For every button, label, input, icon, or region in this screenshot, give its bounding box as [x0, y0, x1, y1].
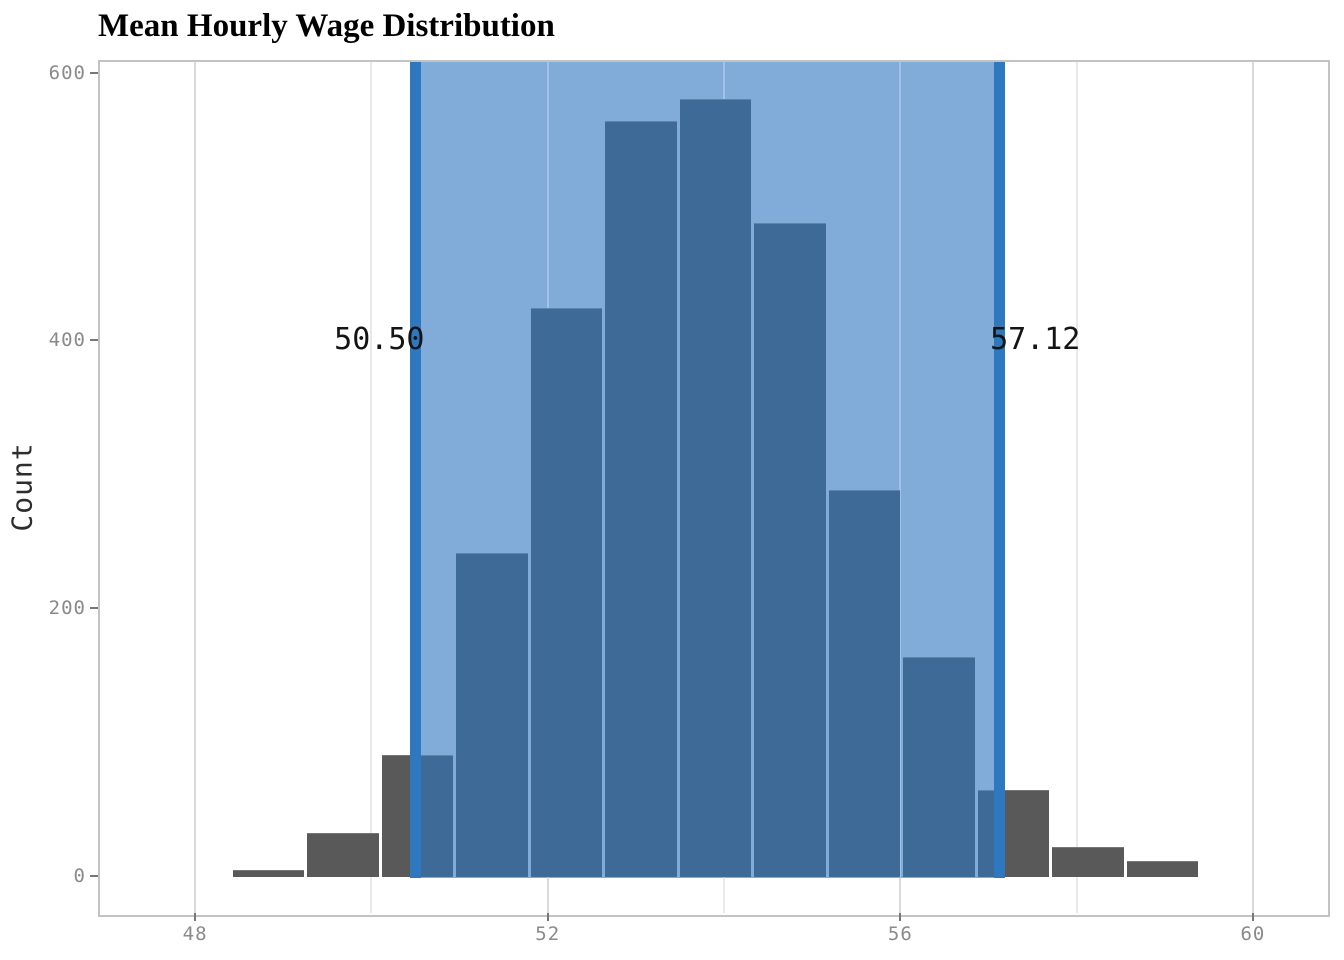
gridline-major-x-48 — [194, 62, 197, 913]
histogram-bar-10-seg1 — [999, 789, 1049, 877]
histogram-bar-11 — [1051, 847, 1124, 877]
y-tick-label-600: 600 — [48, 61, 86, 84]
y-tick-label-400: 400 — [48, 329, 86, 352]
histogram-bar-6 — [679, 99, 751, 877]
y-tick-mark-400 — [90, 339, 98, 342]
histogram-bar-3 — [455, 553, 528, 877]
histogram-bar-0 — [232, 870, 304, 877]
gridline-minor-x-50 — [370, 62, 373, 913]
histogram-bar-5 — [604, 120, 677, 877]
y-tick-mark-200 — [90, 606, 98, 609]
x-tick-mark-48 — [194, 913, 197, 921]
histogram-bar-8 — [828, 490, 900, 877]
histogram-bar-9 — [902, 657, 975, 877]
y-tick-mark-600 — [90, 71, 98, 74]
x-tick-label-48: 48 — [182, 923, 208, 945]
y-tick-mark-0 — [90, 874, 98, 877]
gridline-through-band-x-56 — [899, 62, 902, 878]
histogram-bar-1 — [306, 832, 379, 877]
y-tick-label-0: 0 — [73, 864, 86, 887]
ci-upper-value-label: 57.12 — [990, 322, 1081, 357]
gridline-minor-x-58 — [1075, 62, 1078, 913]
y-axis-label: Count — [5, 442, 39, 532]
histogram-bar-2-seg0 — [381, 755, 416, 877]
chart-title: Mean Hourly Wage Distribution — [98, 8, 555, 44]
x-tick-mark-52 — [546, 913, 549, 921]
x-tick-label-56: 56 — [887, 923, 913, 945]
x-tick-label-52: 52 — [535, 923, 561, 945]
histogram-bar-4 — [530, 308, 602, 877]
x-tick-mark-56 — [899, 913, 902, 921]
histogram-bar-2-seg1 — [415, 755, 453, 877]
ci-lower-line — [409, 62, 421, 878]
ci-lower-value-label: 50.50 — [334, 322, 425, 357]
y-tick-label-200: 200 — [48, 596, 86, 619]
x-tick-label-60: 60 — [1240, 923, 1266, 945]
histogram-bar-7 — [753, 222, 826, 877]
histogram-bar-12 — [1126, 860, 1198, 877]
ci-upper-line — [993, 62, 1005, 878]
x-tick-mark-60 — [1251, 913, 1254, 921]
gridline-major-x-60 — [1251, 62, 1254, 913]
